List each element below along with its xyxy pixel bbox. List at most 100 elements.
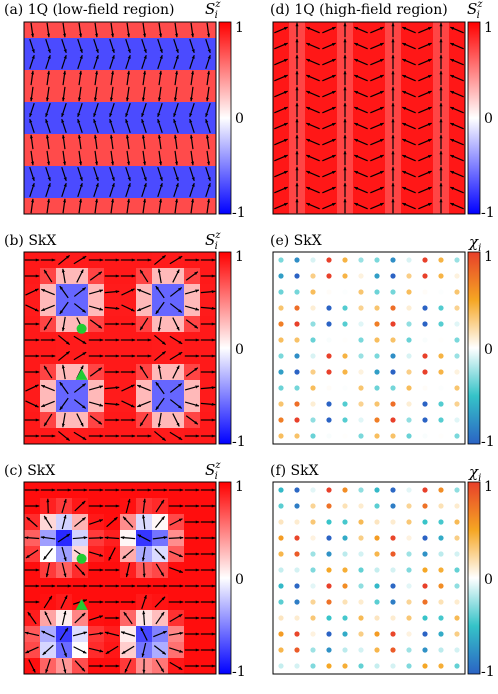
chirality-dot [326, 663, 332, 669]
colorbar-f-tick-max: 1 [484, 479, 493, 495]
chirality-dot [454, 503, 460, 509]
spin-arrow [418, 186, 432, 194]
spin-arrow [74, 564, 86, 576]
spin-arrow [274, 90, 288, 98]
chirality-dot [294, 401, 300, 407]
spin-arrow [44, 611, 52, 625]
chirality-dot [326, 615, 332, 621]
chirality-dot [374, 401, 380, 407]
spin-arrow [173, 38, 179, 54]
spin-arrow [77, 166, 83, 182]
spin-arrow [59, 301, 69, 315]
chirality-dot [358, 519, 364, 525]
chirality-dot [454, 273, 460, 279]
spin-arrow [402, 58, 416, 66]
spin-arrow [125, 118, 131, 134]
spin-arrow [274, 170, 288, 178]
spin-arrow [354, 42, 368, 50]
spin-arrow [104, 631, 120, 637]
chirality-dot [310, 583, 316, 589]
chirality-dot [438, 535, 444, 541]
chirality-dot [342, 385, 348, 391]
spin-arrow [157, 268, 162, 284]
colorbar-c-tick-mid: 0 [235, 572, 244, 588]
spin-arrow [41, 630, 55, 638]
chirality-dot [454, 369, 460, 375]
chirality-dot [422, 289, 428, 295]
spin-arrow [59, 627, 69, 641]
spin-arrow [184, 305, 200, 311]
chirality-dot [438, 551, 444, 557]
spin-arrow [73, 287, 87, 297]
marker-triangle [75, 368, 88, 380]
spin-arrow [25, 400, 39, 408]
spin-arrow [78, 198, 83, 214]
spin-arrow [141, 102, 147, 118]
chirality-dot [406, 615, 412, 621]
chirality-dot [374, 519, 380, 525]
chirality-dot [438, 353, 444, 359]
colorbar [218, 251, 232, 445]
chirality-dot [390, 551, 396, 557]
chirality-dot [438, 257, 444, 263]
spin-arrow [205, 166, 211, 182]
spin-arrow [77, 134, 82, 150]
colorbar-d-tick-min: -1 [481, 205, 495, 221]
spin-arrow [169, 255, 183, 265]
chirality-dot [278, 663, 284, 669]
chirality-dot [454, 615, 460, 621]
spin-arrow [104, 536, 120, 540]
spin-arrow [274, 122, 288, 130]
spin-arrow [450, 186, 464, 194]
spin-arrow [61, 658, 67, 674]
spin-arrow [370, 122, 384, 130]
chirality-dot [390, 289, 396, 295]
colorbar [467, 251, 481, 445]
chirality-dot [278, 417, 284, 423]
chirality-dot [390, 583, 396, 589]
spin-arrow [322, 122, 336, 130]
colorbar-a-tick-min: -1 [232, 205, 246, 221]
chirality-dot [422, 631, 428, 637]
spin-arrow [29, 118, 35, 134]
spin-arrow [306, 90, 320, 98]
spin-arrow [155, 611, 165, 625]
spin-arrow [402, 138, 416, 146]
spin-arrow [172, 317, 180, 331]
spin-arrow [30, 22, 35, 38]
spin-arrow [77, 38, 83, 54]
spin-arrow [205, 118, 211, 134]
spin-arrow [157, 412, 162, 428]
spin-arrow [169, 351, 183, 361]
chirality-dot [422, 599, 428, 605]
chirality-dot [342, 599, 348, 605]
colorbar-b-tick-max: 1 [235, 249, 244, 265]
chirality-dot [358, 615, 364, 621]
chirality-dot [390, 615, 396, 621]
spin-arrow [25, 288, 39, 296]
spin-arrow [73, 646, 87, 654]
chirality-dot [310, 417, 316, 423]
chirality-dot [278, 519, 284, 525]
chirality-dot [374, 433, 380, 439]
spin-arrow [418, 58, 432, 66]
spin-arrow [89, 415, 103, 425]
spin-arrow [58, 334, 70, 346]
spin-arrow [94, 22, 99, 38]
spin-arrow [418, 90, 432, 98]
spin-arrow [141, 166, 147, 182]
spin-arrow [200, 402, 216, 406]
chirality-dot [278, 615, 284, 621]
spin-arrow [141, 118, 147, 134]
chirality-dot [422, 417, 428, 423]
spin-arrow [370, 138, 384, 146]
chirality-dot [326, 321, 332, 327]
chirality-dot [326, 519, 332, 525]
spin-arrow [126, 150, 131, 166]
chirality-dot [454, 257, 460, 263]
chirality-dot [358, 273, 364, 279]
spin-arrow [89, 271, 103, 281]
chirality-dot [422, 337, 428, 343]
spin-arrow [45, 102, 51, 118]
colorbar-c-tick-min: -1 [232, 664, 246, 680]
